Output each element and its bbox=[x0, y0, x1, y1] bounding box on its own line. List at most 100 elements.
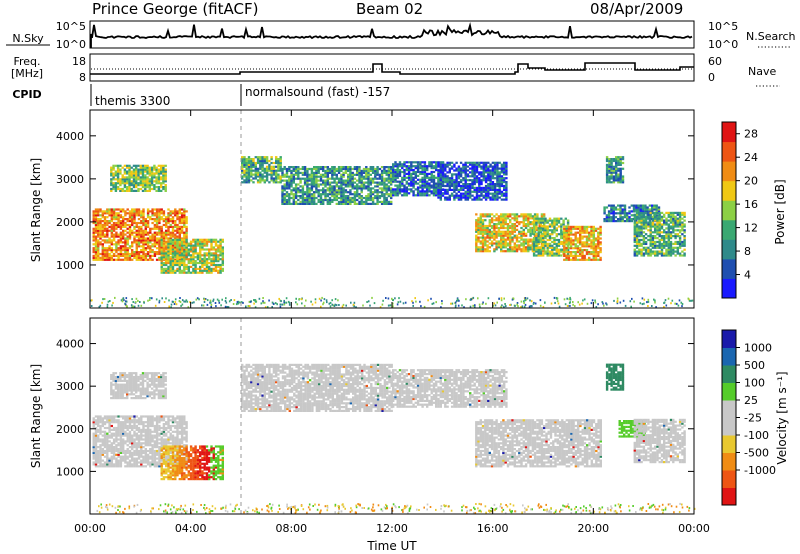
power-cell bbox=[131, 254, 134, 257]
power-cell bbox=[678, 237, 682, 240]
power-cell bbox=[674, 229, 677, 232]
power-cell bbox=[524, 232, 528, 235]
power-cell bbox=[537, 246, 540, 249]
power-cell bbox=[299, 189, 302, 192]
power-cell bbox=[360, 187, 363, 190]
power-cell bbox=[656, 252, 659, 255]
power-cell bbox=[487, 179, 490, 182]
power-cell bbox=[187, 260, 190, 263]
power-cell bbox=[489, 183, 492, 186]
power-cell bbox=[263, 171, 266, 174]
power-cell bbox=[403, 163, 406, 166]
power-cell bbox=[511, 232, 514, 235]
power-cell bbox=[101, 252, 104, 256]
power-cell bbox=[263, 169, 266, 172]
power-cell bbox=[383, 171, 386, 174]
power-cell bbox=[135, 214, 138, 217]
power-cell bbox=[435, 176, 438, 179]
power-cell bbox=[484, 169, 488, 172]
power-cell bbox=[135, 243, 138, 246]
power-cell bbox=[522, 250, 525, 253]
power-cell bbox=[265, 171, 269, 174]
power-cell bbox=[158, 237, 161, 240]
power-cell bbox=[532, 223, 536, 226]
power-cell bbox=[101, 227, 104, 230]
power-cell bbox=[347, 198, 350, 202]
power-cell bbox=[605, 177, 609, 180]
power-cell bbox=[160, 212, 163, 215]
power-cell bbox=[490, 221, 494, 224]
power-cell bbox=[486, 236, 489, 239]
power-cell bbox=[342, 189, 345, 192]
power-cell bbox=[108, 252, 111, 256]
power-cell bbox=[448, 167, 451, 170]
power-cell bbox=[294, 173, 298, 176]
power-cell bbox=[678, 229, 682, 232]
power-cell bbox=[457, 175, 461, 178]
power-cell bbox=[380, 189, 384, 192]
power-cell bbox=[205, 271, 209, 274]
power-cell bbox=[615, 173, 618, 176]
power-cell bbox=[471, 173, 474, 176]
power-cell bbox=[665, 217, 668, 220]
power-cell bbox=[667, 235, 670, 238]
power-cell bbox=[428, 190, 431, 193]
power-cell bbox=[158, 227, 161, 230]
power-cell bbox=[131, 249, 134, 252]
power-cell bbox=[353, 166, 357, 169]
power-cell bbox=[162, 238, 166, 241]
power-cell bbox=[279, 158, 282, 161]
power-cell bbox=[464, 165, 467, 168]
power-cell bbox=[150, 166, 154, 169]
power-cell bbox=[349, 181, 352, 184]
power-cell bbox=[524, 224, 528, 228]
power-cell bbox=[647, 254, 650, 257]
power-cell bbox=[583, 256, 586, 259]
power-cell bbox=[448, 161, 451, 164]
power-cell bbox=[131, 210, 134, 213]
power-cell bbox=[165, 245, 168, 248]
power-cell bbox=[288, 179, 291, 182]
power-cell bbox=[344, 183, 348, 186]
power-cell bbox=[265, 177, 269, 180]
power-cell bbox=[576, 251, 580, 254]
power-cell bbox=[448, 171, 451, 174]
power-cell bbox=[217, 246, 220, 249]
power-cell bbox=[124, 243, 127, 246]
power-cell bbox=[157, 164, 161, 167]
power-cell bbox=[92, 235, 95, 238]
power-cell bbox=[124, 249, 127, 252]
power-cell bbox=[574, 247, 577, 250]
power-cell bbox=[647, 215, 650, 218]
power-cell bbox=[333, 196, 336, 200]
power-cell bbox=[500, 171, 504, 174]
power-cell bbox=[608, 165, 611, 168]
power-cell bbox=[212, 269, 215, 272]
power-cell bbox=[515, 244, 519, 247]
power-cell bbox=[241, 177, 244, 180]
power-cell bbox=[536, 228, 539, 231]
power-cell bbox=[560, 254, 563, 257]
power-cell bbox=[176, 269, 179, 272]
power-cell bbox=[333, 198, 336, 202]
power-cell bbox=[579, 251, 582, 254]
power-cell bbox=[275, 158, 278, 161]
power-cell bbox=[349, 175, 352, 178]
power-cell bbox=[471, 179, 474, 182]
power-cell bbox=[158, 214, 161, 217]
power-cell bbox=[183, 220, 186, 223]
power-cell bbox=[178, 220, 181, 223]
power-cell bbox=[342, 171, 345, 174]
power-cell bbox=[219, 238, 222, 241]
power-cell bbox=[430, 184, 433, 187]
power-cell bbox=[180, 248, 184, 251]
power-cell bbox=[612, 181, 616, 184]
power-cell bbox=[288, 177, 291, 180]
power-cell bbox=[432, 180, 436, 183]
power-cell bbox=[487, 165, 490, 168]
power-cell bbox=[333, 169, 336, 172]
power-cell bbox=[308, 198, 311, 202]
power-cell bbox=[658, 231, 661, 234]
power-cell bbox=[128, 186, 131, 189]
power-cell bbox=[297, 171, 300, 174]
